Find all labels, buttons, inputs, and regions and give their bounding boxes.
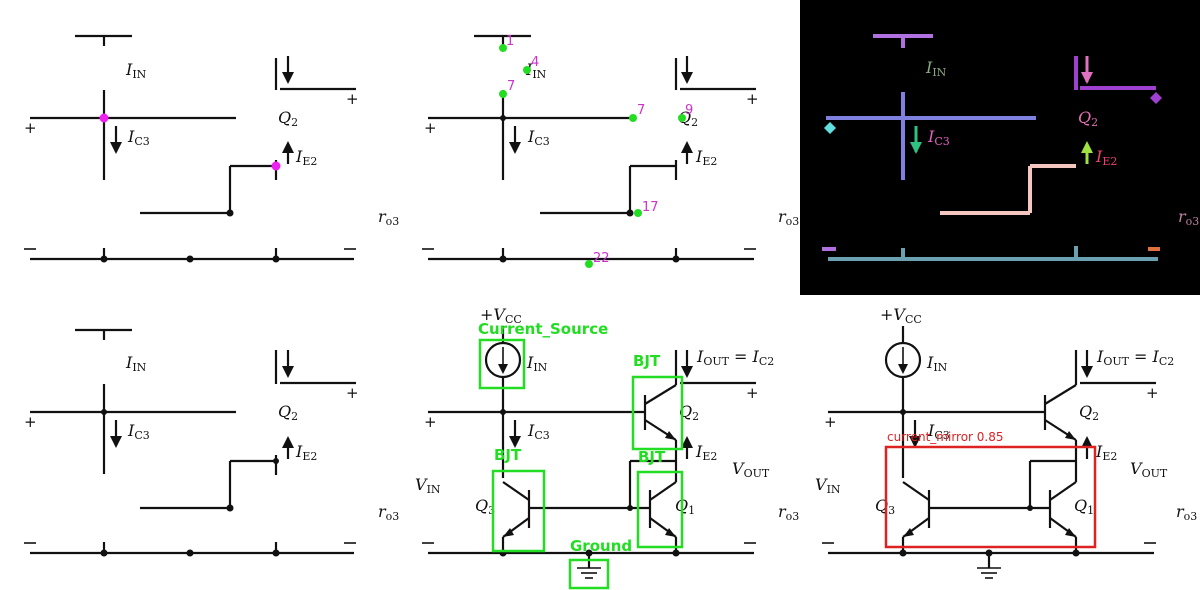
label-vcc: +VCC: [480, 305, 522, 326]
label-i-c3: IC3: [127, 421, 150, 442]
label-iout: IOUT = IC2: [1096, 347, 1174, 368]
keypoint-label: 4: [531, 55, 539, 70]
keypoint: [634, 209, 642, 217]
detection-label-current-mirror: current_mirror 0.85: [887, 430, 1004, 444]
label-ro3: ro3: [778, 207, 799, 228]
keypoint-label: 22: [593, 251, 610, 266]
mask-label-q2: Q2: [1078, 108, 1098, 129]
junction-dot: [99, 113, 109, 123]
detection-box-bjt-q1: [636, 470, 684, 549]
panel-current-mirror: +VCC: [815, 305, 1197, 579]
keypoint: [585, 260, 593, 268]
plus-sign: +: [746, 90, 759, 108]
panel-partial-circuit: + + IIN IC3 Q2 IE2 ro3: [24, 328, 399, 557]
keypoint: [499, 90, 507, 98]
mask-label-i-e2: IE2: [1095, 147, 1117, 168]
label-i-in: IIN: [125, 353, 147, 374]
detection-label-bjt: BJT: [494, 446, 522, 464]
panel-keypoints: + + IIN IC3 Q2 IE2 ro3 1 4 7 7 9 17 22: [422, 34, 799, 268]
label-q1: Q1: [1074, 496, 1094, 517]
label-vcc: +VCC: [880, 305, 922, 326]
plus-sign: +: [1146, 384, 1159, 402]
detection-box-current-mirror: [884, 445, 1097, 549]
keypoint: [499, 44, 507, 52]
label-vout: VOUT: [1130, 459, 1168, 480]
mask-label-i-c3: IC3: [927, 127, 950, 148]
detection-label-bjt: BJT: [638, 448, 666, 466]
label-i-in: IIN: [125, 60, 147, 81]
mask-label-i-in: IIN: [925, 58, 947, 79]
label-i-c3: IC3: [127, 127, 150, 148]
label-i-c3: IC3: [927, 421, 950, 442]
detection-box-current-source: [478, 338, 526, 390]
panel-component-detections: +VCC: [415, 305, 799, 590]
keypoint: [678, 114, 686, 122]
keypoint: [629, 114, 637, 122]
keypoint-label: 7: [507, 79, 515, 94]
label-vin: VIN: [415, 475, 441, 496]
label-i-c3: IC3: [527, 127, 550, 148]
label-ro3: ro3: [378, 502, 399, 523]
keypoint: [523, 66, 531, 74]
label-ro3: ro3: [378, 207, 399, 228]
plus-sign: +: [424, 119, 437, 137]
junction-dot: [271, 161, 281, 171]
keypoint-label: 9: [685, 103, 693, 118]
label-q2: Q2: [278, 402, 298, 423]
panel-lines-junctions: + + IIN IC3 Q2 IE2 ro3: [24, 34, 399, 263]
detection-label-ground: Ground: [570, 537, 632, 555]
keypoint-label: 1: [506, 34, 514, 49]
plus-sign: +: [746, 384, 759, 402]
detection-label-bjt: BJT: [633, 352, 661, 370]
label-i-e2: IE2: [695, 147, 717, 168]
detection-box-bjt-q3: [491, 469, 546, 553]
mask-label-ro3: ro3: [1178, 207, 1199, 228]
plus-sign: +: [346, 384, 359, 402]
label-i-e2: IE2: [695, 442, 717, 463]
plus-sign: +: [24, 413, 37, 431]
label-i-c3: IC3: [527, 421, 550, 442]
label-i-e2: IE2: [295, 147, 317, 168]
plus-sign: +: [24, 119, 37, 137]
panel-segmentation-mask: IIN IC3 Q2 IE2 ro3: [800, 0, 1200, 295]
label-q2: Q2: [1079, 402, 1099, 423]
label-q1: Q1: [675, 496, 695, 517]
label-q3: Q3: [475, 496, 495, 517]
keypoint-label: 7: [637, 103, 645, 118]
detection-box-bjt-q2: [631, 375, 684, 451]
detection-box-ground: [568, 558, 610, 590]
detection-label-current-source: Current_Source: [478, 320, 608, 338]
label-i-e2: IE2: [295, 442, 317, 463]
label-ro3: ro3: [778, 502, 799, 523]
label-i-e2: IE2: [1095, 442, 1117, 463]
label-vout: VOUT: [732, 459, 770, 480]
plus-sign: +: [424, 413, 437, 431]
label-i-in: IIN: [526, 353, 548, 374]
label-i-in: IIN: [926, 353, 948, 374]
label-q2: Q2: [278, 108, 298, 129]
label-iout: IOUT = IC2: [696, 347, 774, 368]
label-ro3: ro3: [1176, 502, 1197, 523]
label-vin: VIN: [815, 475, 841, 496]
plus-sign: +: [346, 90, 359, 108]
plus-sign: +: [824, 413, 837, 431]
keypoint-label: 17: [642, 200, 659, 215]
